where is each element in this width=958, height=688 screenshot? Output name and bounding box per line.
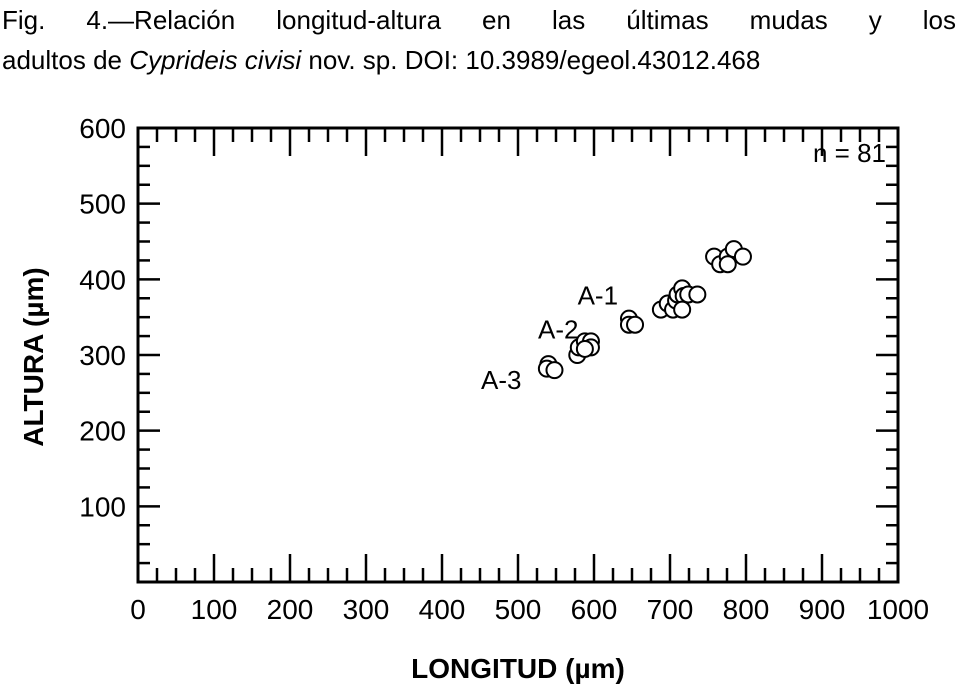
group-label: A-2 [538, 315, 578, 345]
x-tick-label: 500 [495, 594, 542, 625]
data-point [673, 300, 692, 319]
y-axis-label: ALTURA (µm) [18, 267, 49, 446]
y-tick-label: 100 [79, 491, 126, 522]
x-tick-label: 0 [130, 594, 146, 625]
x-tick-label: 300 [343, 594, 390, 625]
group-labels: A-1A-2 A-3 [481, 280, 618, 395]
x-tick-labels: 0 100 200 300 400 500 600 700 800 900 1000 [130, 594, 929, 625]
caption-line-1: Fig. 4.—Relación longitud-altura en las … [2, 5, 956, 35]
x-tick-label: 600 [571, 594, 618, 625]
x-tick-label: 200 [267, 594, 314, 625]
x-tick-label: 700 [647, 594, 694, 625]
plot-frame [136, 126, 900, 584]
data-point [688, 285, 707, 304]
x-tick-label: 800 [723, 594, 770, 625]
caption-line-2: adultos de Cyprideis civisi nov. sp. DOI… [2, 40, 956, 80]
y-tick-label: 500 [79, 189, 126, 220]
x-tick-label: 100 [191, 594, 238, 625]
x-tick-label: 900 [799, 594, 846, 625]
data-point [545, 361, 564, 380]
data-points [537, 240, 752, 380]
figure-caption: Fig. 4.—Relación longitud-altura en las … [2, 0, 956, 80]
data-point [575, 339, 594, 358]
data-point [718, 255, 737, 274]
y-tick-label: 400 [79, 264, 126, 295]
y-tick-label: 300 [79, 340, 126, 371]
y-tick-labels: 100 200 300 400 500 600 [79, 113, 126, 522]
x-axis-label: LONGITUD (µm) [411, 653, 625, 684]
caption-species-name: Cyprideis civisi [129, 45, 302, 75]
data-point [626, 315, 645, 334]
data-point [733, 247, 752, 266]
x-tick-label: 400 [419, 594, 466, 625]
caption-line-2-suffix: nov. sp. DOI: 10.3989/egeol.43012.468 [301, 45, 761, 75]
y-tick-label: 600 [79, 113, 126, 144]
group-label: A-3 [481, 365, 521, 395]
x-tick-label: 1000 [867, 594, 929, 625]
caption-line-2-prefix: adultos de [2, 45, 130, 75]
sample-size-annotation: n = 81 [813, 138, 886, 168]
axis-ticks [136, 126, 900, 584]
group-label: A-1 [578, 280, 618, 310]
y-tick-label: 200 [79, 416, 126, 447]
